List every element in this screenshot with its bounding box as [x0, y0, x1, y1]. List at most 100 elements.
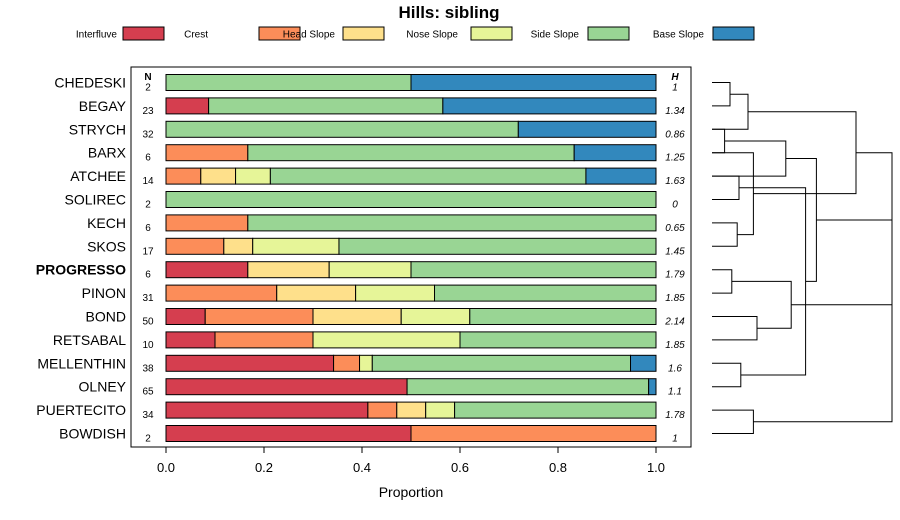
legend-swatch-base-slope: [712, 26, 755, 41]
bar-segment-puertecito-interfluve: [165, 401, 369, 419]
row-label-mellenthin: MELLENTHIN: [37, 355, 126, 371]
row-label-puertecito: PUERTECITO: [36, 402, 126, 418]
h-column-header: H: [671, 72, 679, 83]
bar-segment-olney-side-slope: [406, 378, 650, 396]
bar-segment-puertecito-nose-slope: [425, 401, 456, 419]
bar-row-progresso: [165, 261, 657, 279]
bar-segment-begay-interfluve: [165, 97, 210, 115]
n-value-begay: 23: [142, 106, 154, 117]
legend-swatch-head-slope: [342, 26, 385, 41]
bars: [165, 74, 657, 442]
legend: Interfluve Crest Head Slope Nose Slope Side …: [76, 26, 755, 41]
legend-label-interfluve: Interfluve: [76, 30, 118, 41]
bar-row-pinon: [165, 284, 657, 302]
dendrogram: [712, 82, 893, 434]
dendrogram-link: [712, 409, 754, 434]
bar-segment-puertecito-crest: [367, 401, 398, 419]
h-value-barx: 1.25: [665, 153, 685, 164]
bar-row-skos: [165, 237, 657, 255]
n-value-retsabal: 10: [142, 340, 154, 351]
bar-segment-strych-base-slope: [517, 120, 657, 138]
plot-frame: [130, 66, 692, 448]
h-value-skos: 1.45: [665, 246, 685, 257]
h-value-progresso: 1.79: [665, 270, 685, 281]
row-label-olney: OLNEY: [79, 379, 127, 395]
legend-label-nose-slope: Nose Slope: [406, 30, 458, 41]
row-label-begay: BEGAY: [79, 98, 127, 114]
dendrogram-link: [712, 140, 787, 177]
n-value-solirec: 2: [145, 200, 151, 211]
bar-segment-chedeski-base-slope: [410, 74, 657, 91]
bar-segment-kech-crest: [165, 214, 249, 232]
bar-segment-atchee-head-slope: [200, 167, 237, 185]
x-tick-label-1.0: 1.0: [647, 460, 665, 475]
x-tick-label-0.8: 0.8: [549, 460, 567, 475]
legend-swatch-interfluve: [122, 26, 165, 41]
dendrogram-link: [712, 316, 758, 341]
bar-segment-olney-base-slope: [648, 378, 657, 396]
h-value-solirec: 0: [672, 200, 678, 211]
bar-row-chedeski: [165, 74, 657, 91]
row-label-strych: STRYCH: [69, 121, 126, 137]
bar-segment-puertecito-head-slope: [396, 401, 427, 419]
h-value-bond: 2.14: [664, 317, 685, 328]
bar-row-begay: [165, 97, 657, 115]
h-value-chedeski: 1: [672, 83, 678, 94]
bar-segment-pinon-crest: [165, 284, 278, 302]
bar-segment-pinon-head-slope: [276, 284, 357, 302]
bar-segment-atchee-nose-slope: [235, 167, 271, 185]
legend-swatch-side-slope: [587, 26, 630, 41]
n-value-atchee: 14: [142, 176, 154, 187]
h-value-olney: 1.1: [668, 387, 682, 398]
bar-segment-atchee-crest: [165, 167, 202, 185]
n-value-progresso: 6: [145, 270, 151, 281]
bar-segment-strych-side-slope: [165, 120, 519, 138]
h-value-pinon: 1.85: [665, 293, 685, 304]
bar-segment-mellenthin-interfluve: [165, 354, 335, 372]
bar-segment-bond-side-slope: [469, 308, 657, 325]
n-value-skos: 17: [142, 246, 154, 257]
row-label-barx: BARX: [88, 145, 127, 161]
dendrogram-link: [712, 175, 740, 200]
bar-segment-mellenthin-nose-slope: [359, 354, 373, 372]
dendrogram-link: [712, 82, 731, 107]
bar-row-barx: [165, 144, 657, 162]
dendrogram-link: [712, 269, 733, 294]
bar-segment-mellenthin-side-slope: [371, 354, 632, 372]
x-tick-label-0.4: 0.4: [353, 460, 371, 475]
bar-segment-retsabal-side-slope: [459, 331, 657, 349]
bar-segment-olney-interfluve: [165, 378, 408, 396]
dendrogram-link: [712, 128, 726, 154]
dendrogram-link: [748, 111, 857, 195]
x-tick-label-0.6: 0.6: [451, 460, 469, 475]
bar-segment-atchee-side-slope: [269, 167, 587, 185]
h-value-strych: 0.86: [665, 129, 685, 140]
row-label-progresso: PROGRESSO: [36, 262, 126, 278]
bar-segment-bowdish-interfluve: [165, 425, 412, 442]
bar-segment-progresso-head-slope: [247, 261, 330, 279]
n-value-strych: 32: [142, 129, 154, 140]
bar-row-strych: [165, 120, 657, 138]
row-label-atchee: ATCHEE: [70, 168, 126, 184]
bar-row-solirec: [165, 191, 657, 208]
bar-segment-bowdish-crest: [410, 425, 657, 442]
bar-segment-begay-side-slope: [208, 97, 444, 115]
legend-label-head-slope: Head Slope: [283, 30, 336, 41]
legend-label-base-slope: Base Slope: [653, 30, 705, 41]
bar-segment-barx-crest: [165, 144, 249, 162]
n-value-kech: 6: [145, 223, 151, 234]
bar-segment-solirec-side-slope: [165, 191, 657, 208]
n-value-mellenthin: 38: [142, 363, 154, 374]
row-label-kech: KECH: [87, 215, 126, 231]
bar-segment-pinon-nose-slope: [355, 284, 436, 302]
bar-segment-retsabal-crest: [214, 331, 314, 349]
n-value-barx: 6: [145, 153, 151, 164]
row-label-skos: SKOS: [87, 238, 126, 254]
n-value-bond: 50: [142, 317, 154, 328]
row-label-solirec: SOLIREC: [65, 192, 126, 208]
row-label-bond: BOND: [86, 309, 126, 325]
h-value-puertecito: 1.78: [665, 410, 685, 421]
bar-segment-chedeski-side-slope: [165, 74, 412, 91]
x-axis-title: Proportion: [379, 484, 444, 500]
